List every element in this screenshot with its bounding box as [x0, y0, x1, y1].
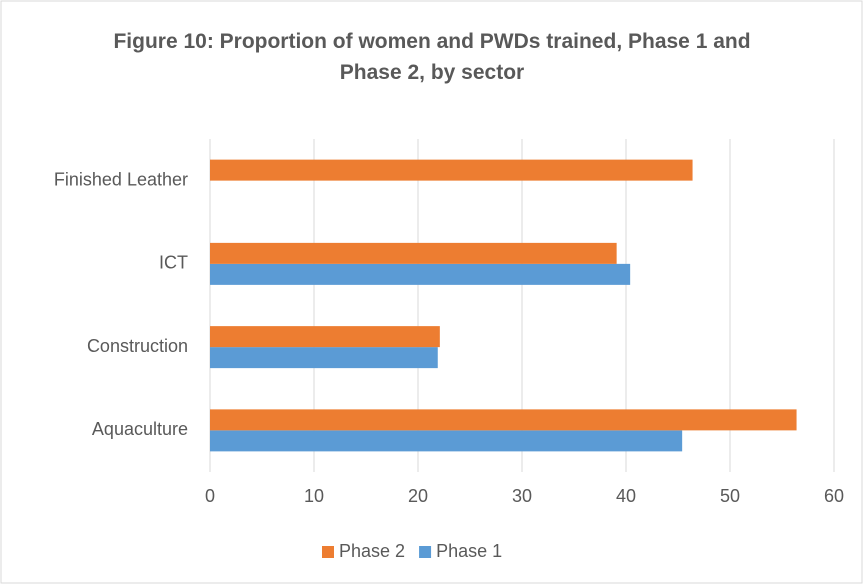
x-tick-label: 10	[304, 486, 324, 506]
x-tick-label: 60	[824, 486, 844, 506]
x-tick-label: 20	[408, 486, 428, 506]
x-tick-label: 30	[512, 486, 532, 506]
legend-swatch	[322, 546, 334, 558]
legend-swatch	[419, 546, 432, 558]
y-tick-label: Aquaculture	[92, 419, 188, 439]
legend-label: Phase 2	[339, 541, 405, 561]
bar	[210, 347, 438, 369]
bar	[210, 326, 440, 348]
y-tick-label: ICT	[159, 253, 188, 273]
bar	[210, 263, 631, 285]
x-tick-label: 40	[616, 486, 636, 506]
legend-label: Phase 1	[436, 541, 502, 561]
y-tick-label: Construction	[87, 336, 188, 356]
bar	[210, 242, 617, 264]
bar	[210, 159, 693, 181]
y-tick-label: Finished Leather	[54, 169, 188, 189]
chart-title: Figure 10: Proportion of women and PWDs …	[113, 30, 751, 84]
x-tick-label: 0	[205, 486, 215, 506]
bar	[210, 409, 797, 431]
bar	[210, 430, 683, 452]
x-tick-label: 50	[720, 486, 740, 506]
